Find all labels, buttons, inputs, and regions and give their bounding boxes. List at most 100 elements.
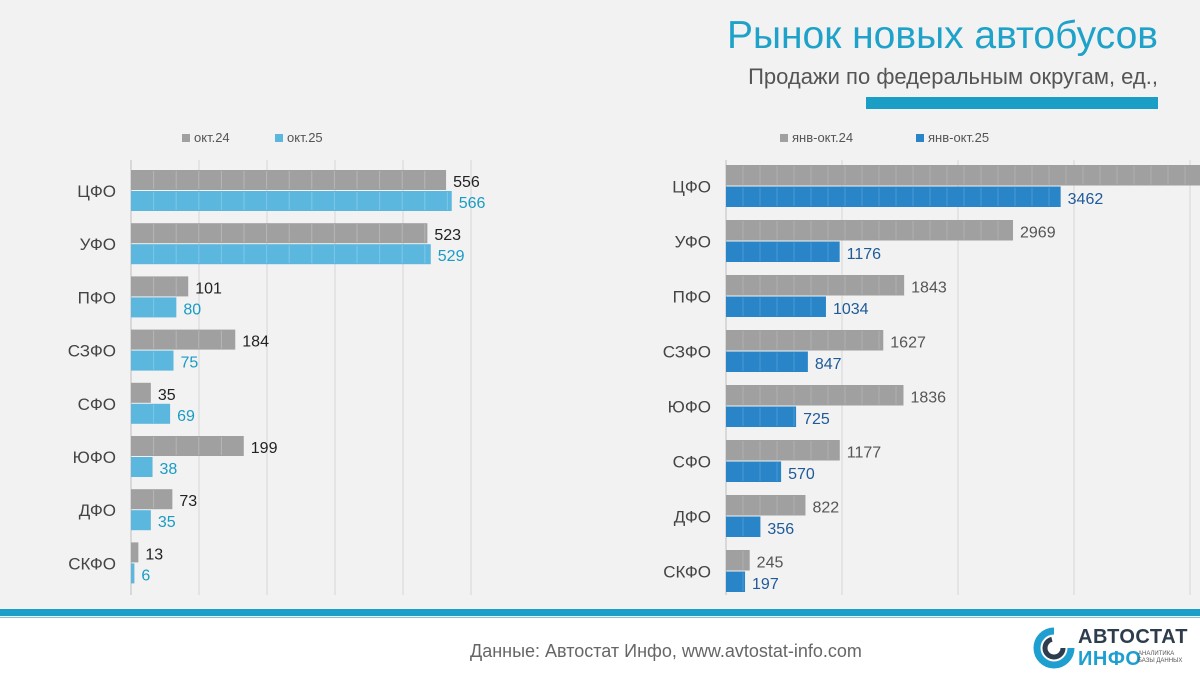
logo-line-1: АВТОСТАТ [1078, 626, 1188, 648]
bar-curr [131, 403, 171, 424]
bar-prev [726, 495, 806, 516]
legend-swatch-1 [182, 134, 190, 142]
bar-prev [726, 275, 905, 296]
category-label: ДФО [674, 508, 711, 527]
bar-curr [131, 510, 151, 531]
bar-prev [131, 329, 236, 350]
bar-prev [131, 223, 428, 244]
bar-prev [726, 165, 1200, 186]
legend-swatch-1 [780, 134, 788, 142]
data-label: 13 [145, 546, 163, 563]
bar-curr [726, 296, 826, 317]
category-label: ДФО [79, 501, 116, 520]
bar-curr [726, 571, 746, 592]
data-label: 570 [788, 466, 815, 483]
category-label: СФО [673, 453, 711, 472]
data-label: 35 [158, 387, 176, 404]
category-label: ПФО [673, 288, 711, 307]
data-label: 3462 [1068, 191, 1104, 208]
data-label: 245 [757, 555, 784, 572]
data-label: 1627 [890, 335, 926, 352]
chart-monthly: окт.24 окт.25 ЦФО 556 566 УФО 523 529 ПФО 101 80 СЗ… [68, 130, 486, 595]
legend-swatch-2 [275, 134, 283, 142]
bar-curr [131, 457, 153, 477]
logo-icon [1033, 627, 1075, 669]
bar-curr [131, 191, 452, 211]
data-label: 556 [453, 174, 480, 191]
category-label: ЮФО [668, 398, 711, 417]
data-label: 6 [141, 567, 150, 584]
source-note: Данные: Автостат Инфо, www.avtostat-info… [470, 641, 862, 661]
category-label: ЦФО [77, 182, 116, 201]
data-label: 101 [195, 280, 222, 297]
bar-curr [726, 351, 808, 372]
data-label: 725 [803, 411, 830, 428]
data-label: 1176 [847, 246, 882, 263]
category-label: СЗФО [68, 342, 116, 361]
category-label: УФО [675, 233, 711, 252]
data-label: 73 [179, 493, 197, 510]
logo-tagline: АНАЛИТИКА БАЗЫ ДАННЫХ [1138, 651, 1182, 665]
bar-prev [131, 382, 151, 403]
data-label: 523 [434, 227, 461, 244]
bar-prev [726, 550, 750, 571]
legend-label-2: окт.25 [287, 130, 323, 145]
data-label: 822 [812, 500, 839, 517]
category-label: СКФО [68, 554, 116, 573]
bar-curr [131, 563, 135, 584]
data-label: 1843 [911, 280, 947, 297]
data-label: 184 [242, 334, 269, 351]
footer [0, 618, 1200, 681]
data-label: 847 [815, 356, 842, 373]
bar-prev [131, 542, 139, 563]
avtostat-logo: АВТОСТАТ ИНФО АНАЛИТИКА БАЗЫ ДАННЫХ [1030, 624, 1190, 672]
legend-label-2: янв-окт.25 [928, 130, 989, 145]
bar-prev [131, 436, 244, 456]
category-label: СЗФО [663, 343, 711, 362]
data-label: 38 [160, 461, 178, 478]
bar-prev [131, 276, 189, 297]
logo-tag-2: БАЗЫ ДАННЫХ [1138, 658, 1183, 664]
data-label: 529 [438, 248, 465, 265]
bar-curr [131, 244, 431, 265]
bar-prev [726, 385, 904, 406]
footer-divider [0, 617, 1200, 618]
data-label: 1836 [910, 390, 946, 407]
bar-prev [131, 489, 173, 510]
logo-tag-1: АНАЛИТИКА [1138, 651, 1175, 657]
logo-line-2: ИНФО [1078, 648, 1142, 670]
data-label: 75 [181, 355, 199, 372]
category-label: УФО [80, 235, 116, 254]
data-label: 1034 [833, 301, 869, 318]
data-label: 69 [177, 408, 195, 425]
data-label: 197 [752, 576, 779, 593]
bar-curr [726, 461, 782, 482]
data-label: 80 [183, 301, 201, 318]
bar-prev [726, 220, 1014, 241]
category-label: ЮФО [73, 448, 116, 467]
data-label: 199 [251, 440, 278, 457]
data-label: 566 [459, 195, 486, 212]
page-title: Рынок новых автобусов [726, 14, 1158, 57]
category-label: ПФО [78, 288, 116, 307]
data-label: 1177 [847, 445, 882, 462]
category-label: СФО [78, 395, 116, 414]
title-accent-bar [866, 97, 1158, 109]
bar-curr [131, 350, 174, 371]
bar-curr [726, 186, 1061, 207]
data-label: 356 [767, 521, 794, 538]
bar-prev [726, 330, 884, 351]
footer-accent-line [0, 609, 1200, 616]
chart-ytd: янв-окт.24янв-окт.25ЦФО53193462УФО296911… [663, 130, 1200, 595]
data-label: 2969 [1020, 225, 1056, 242]
page-subtitle: Продажи по федеральным округам, ед., [748, 64, 1158, 89]
legend-label-1: янв-окт.24 [792, 130, 853, 145]
bar-curr [726, 406, 797, 427]
bar-prev [131, 170, 447, 190]
legend-swatch-2 [916, 134, 924, 142]
legend-label-1: окт.24 [194, 130, 230, 145]
category-label: СКФО [663, 563, 711, 582]
category-label: ЦФО [672, 178, 711, 197]
data-label: 35 [158, 514, 176, 531]
